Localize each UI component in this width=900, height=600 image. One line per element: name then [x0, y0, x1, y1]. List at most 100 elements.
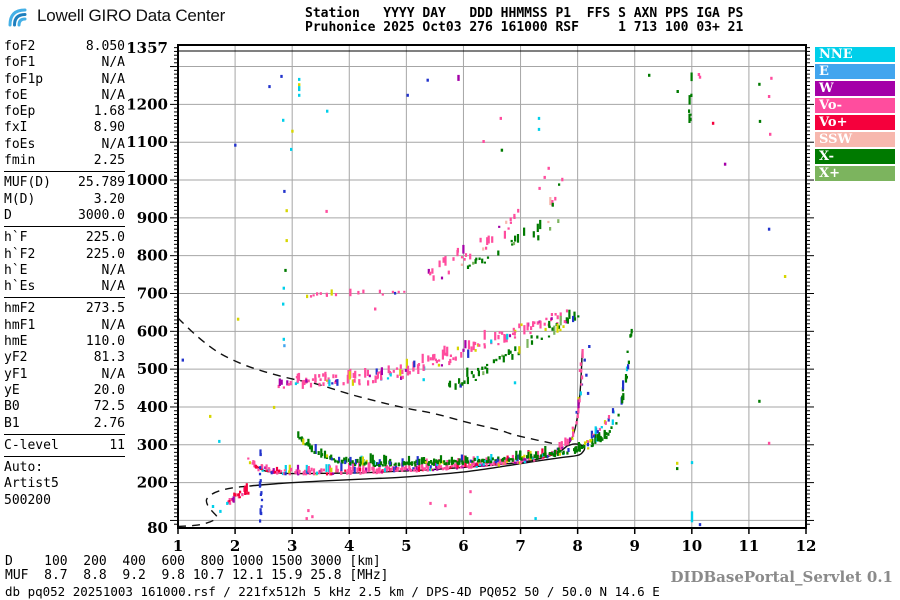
x-axis-label: 8 [572, 537, 582, 555]
legend-item-nne: NNE [815, 47, 895, 62]
param-label: hmF1 [4, 317, 36, 333]
autoscaling-line: 500200 [4, 492, 51, 508]
param-value: 110.0 [85, 334, 125, 350]
record-info-line: db pq052 20251003 161000.rsf / 221fx512h… [5, 584, 660, 599]
legend-item-w: W [815, 81, 895, 96]
muf-distance-row: D 100 200 400 600 800 1000 1500 3000 [km… [5, 554, 381, 569]
scatter-trace-f2-x-second-order [448, 309, 580, 390]
muf-transmission-curve [177, 317, 553, 444]
y-axis-label: 1000 [126, 171, 168, 189]
param-label: foF1p [4, 71, 44, 87]
scatter-trace-ten-mhz-column [688, 72, 693, 123]
muf-table: D 100 200 400 600 800 1000 1500 3000 [km… [5, 555, 389, 583]
x-axis-label: 2 [230, 537, 240, 555]
param-value: 225.0 [85, 230, 125, 246]
scatter-trace-f2-x-trace [297, 419, 618, 467]
scatter-trace-f2-x-third-order [466, 219, 560, 269]
y-axis-label: 700 [137, 284, 168, 302]
param-value: 8.90 [93, 120, 125, 136]
param-label: h`Es [4, 279, 36, 295]
y-axis-label: 1200 [126, 95, 168, 113]
param-label: h`E [4, 262, 28, 278]
param-hme: hmE 110.0 [4, 334, 125, 350]
x-axis-label: 4 [344, 537, 354, 555]
legend-item-vo-plus: Vo+ [815, 115, 895, 130]
x-axis-label: 11 [738, 537, 759, 555]
param-label: D [4, 207, 12, 223]
echo-direction-legend: NNE E W Vo- Vo+ SSW X- X+ [815, 47, 895, 183]
noise-dots [181, 73, 787, 527]
autoscaling-line: Artist5 [4, 476, 59, 492]
param-label: foF2 [4, 39, 36, 54]
muf-values-row: MUF 8.7 8.8 9.2 9.8 10.7 12.1 15.9 25.8 … [5, 567, 389, 583]
param-fmin: fmin 2.25 [4, 153, 125, 169]
x-axis-label: 3 [287, 537, 297, 555]
param-label: h`F [4, 230, 28, 246]
param-label: h`F2 [4, 246, 36, 262]
param-b0: B0 72.5 [4, 399, 125, 415]
param-label: fmin [4, 153, 36, 169]
y-axis-label: 500 [137, 360, 168, 378]
param-value: N/A [101, 279, 125, 295]
y-axis-label: 600 [137, 322, 168, 340]
separator [4, 297, 125, 299]
scatter-trace-f2-o-third-order [427, 208, 520, 281]
brand-title: Lowell GIRO Data Center [37, 6, 226, 25]
parameter-panel: foF2 8.050 foF1 N/A foF1p N/A foE N/A foEp 1.68 fx… [4, 39, 125, 509]
param-value: N/A [101, 55, 125, 71]
param-value: 20.0 [93, 382, 125, 398]
param-value: 3.20 [93, 191, 125, 207]
param-hmf1: hmF1 N/A [4, 318, 125, 334]
param-ye: yE 20.0 [4, 383, 125, 399]
param-value: 273.5 [85, 301, 125, 317]
giro-logo-icon [8, 8, 27, 27]
param-label: hmF2 [4, 301, 36, 317]
param-label: M(D) [4, 191, 36, 207]
param-value: 25.789 [78, 175, 125, 191]
plot-frame [177, 44, 807, 529]
param-value: 2.25 [93, 153, 125, 169]
param-label: C-level [4, 437, 59, 453]
x-axis-label: 10 [681, 537, 702, 555]
param-fxi: fxI 8.90 [4, 120, 125, 136]
param-value: N/A [101, 71, 125, 87]
param-mufd: MUF(D) 25.789 [4, 175, 125, 191]
param-value: 2.76 [93, 415, 125, 431]
param-hmf2: hmF2 273.5 [4, 301, 125, 317]
param-b1: B1 2.76 [4, 416, 125, 432]
param-label: foEp [4, 104, 36, 120]
y-axis-label: 300 [137, 436, 168, 454]
param-md: M(D) 3.20 [4, 192, 125, 208]
servlet-version-label: DIDBasePortal_Servlet 0.1 [670, 568, 893, 586]
param-value: 72.5 [93, 399, 125, 415]
station-header-columns: Station YYYY DAY DDD HHMMSS P1 FFS S AXN… [305, 6, 744, 21]
param-value: 81.3 [93, 350, 125, 366]
x-axis-label: 7 [515, 537, 525, 555]
autoscaling-line: Auto: [4, 460, 44, 476]
param-value: 3000.0 [78, 207, 125, 223]
y-axis-label: 400 [137, 398, 168, 416]
param-hes: h`Es N/A [4, 279, 125, 295]
param-value: N/A [101, 317, 125, 333]
param-foe: foE N/A [4, 88, 125, 104]
param-label: yF1 [4, 366, 28, 382]
scatter-trace-f2-o-trace [247, 349, 584, 476]
param-value: 8.050 [85, 39, 125, 54]
y-axis-label: 800 [137, 247, 168, 265]
x-axis-label: 6 [458, 537, 468, 555]
scatter-trace-x-asymptote-spread [617, 328, 633, 417]
param-he: h`E N/A [4, 263, 125, 279]
param-label: yF2 [4, 350, 28, 366]
separator [4, 171, 125, 173]
param-label: fxI [4, 120, 28, 136]
scatter-trace-upper-mixed-cluster [536, 177, 564, 241]
param-clevel: C-level 11 [4, 438, 125, 454]
param-yf2: yF2 81.3 [4, 350, 125, 366]
legend-item-x-plus: X+ [815, 166, 895, 181]
separator [4, 226, 125, 228]
param-fof1p: foF1p N/A [4, 72, 125, 88]
separator [4, 456, 125, 458]
station-header-values: Pruhonice 2025 Oct03 276 161000 RSF 1 71… [305, 20, 744, 35]
separator [4, 433, 125, 435]
